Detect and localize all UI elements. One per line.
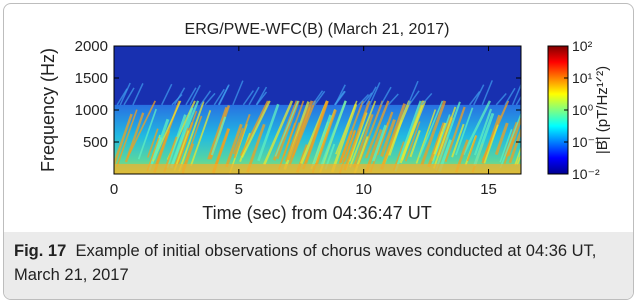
x-tick-label: 0 bbox=[110, 181, 118, 198]
colorbar-tick-label: 10¹ bbox=[572, 70, 593, 86]
low-frequency-band bbox=[114, 164, 521, 174]
y-axis-label: Frequency (Hz) bbox=[38, 48, 58, 172]
chart-title: ERG/PWE-WFC(B) (March 21, 2017) bbox=[185, 21, 450, 38]
y-tick-label: 1500 bbox=[75, 70, 108, 87]
colorbar-tick-label: 10⁰ bbox=[572, 102, 594, 118]
x-tick-label: 5 bbox=[235, 181, 243, 198]
colorbar-tick-label: 10² bbox=[572, 38, 593, 54]
x-tick-label: 15 bbox=[480, 181, 497, 198]
caption: Fig. 17 Example of initial observations … bbox=[4, 232, 633, 299]
x-axis-label: Time (sec) from 04:36:47 UT bbox=[202, 203, 431, 223]
y-tick-label: 1000 bbox=[75, 102, 108, 119]
chorus-streak bbox=[519, 101, 542, 157]
colorbar-tick-label: 10⁻¹ bbox=[572, 134, 600, 150]
spectrogram bbox=[114, 46, 543, 174]
colorbar-tick-label: 10⁻² bbox=[572, 166, 600, 182]
y-tick-label: 2000 bbox=[75, 38, 108, 55]
x-tick-label: 10 bbox=[355, 181, 372, 198]
caption-text: Example of initial observations of choru… bbox=[14, 242, 596, 284]
y-tick-label: 500 bbox=[83, 134, 108, 151]
caption-label: Fig. 17 bbox=[14, 242, 66, 260]
figure: ERG/PWE-WFC(B) (March 21, 2017) Frequenc… bbox=[3, 3, 634, 300]
chart: ERG/PWE-WFC(B) (March 21, 2017) Frequenc… bbox=[4, 4, 633, 232]
